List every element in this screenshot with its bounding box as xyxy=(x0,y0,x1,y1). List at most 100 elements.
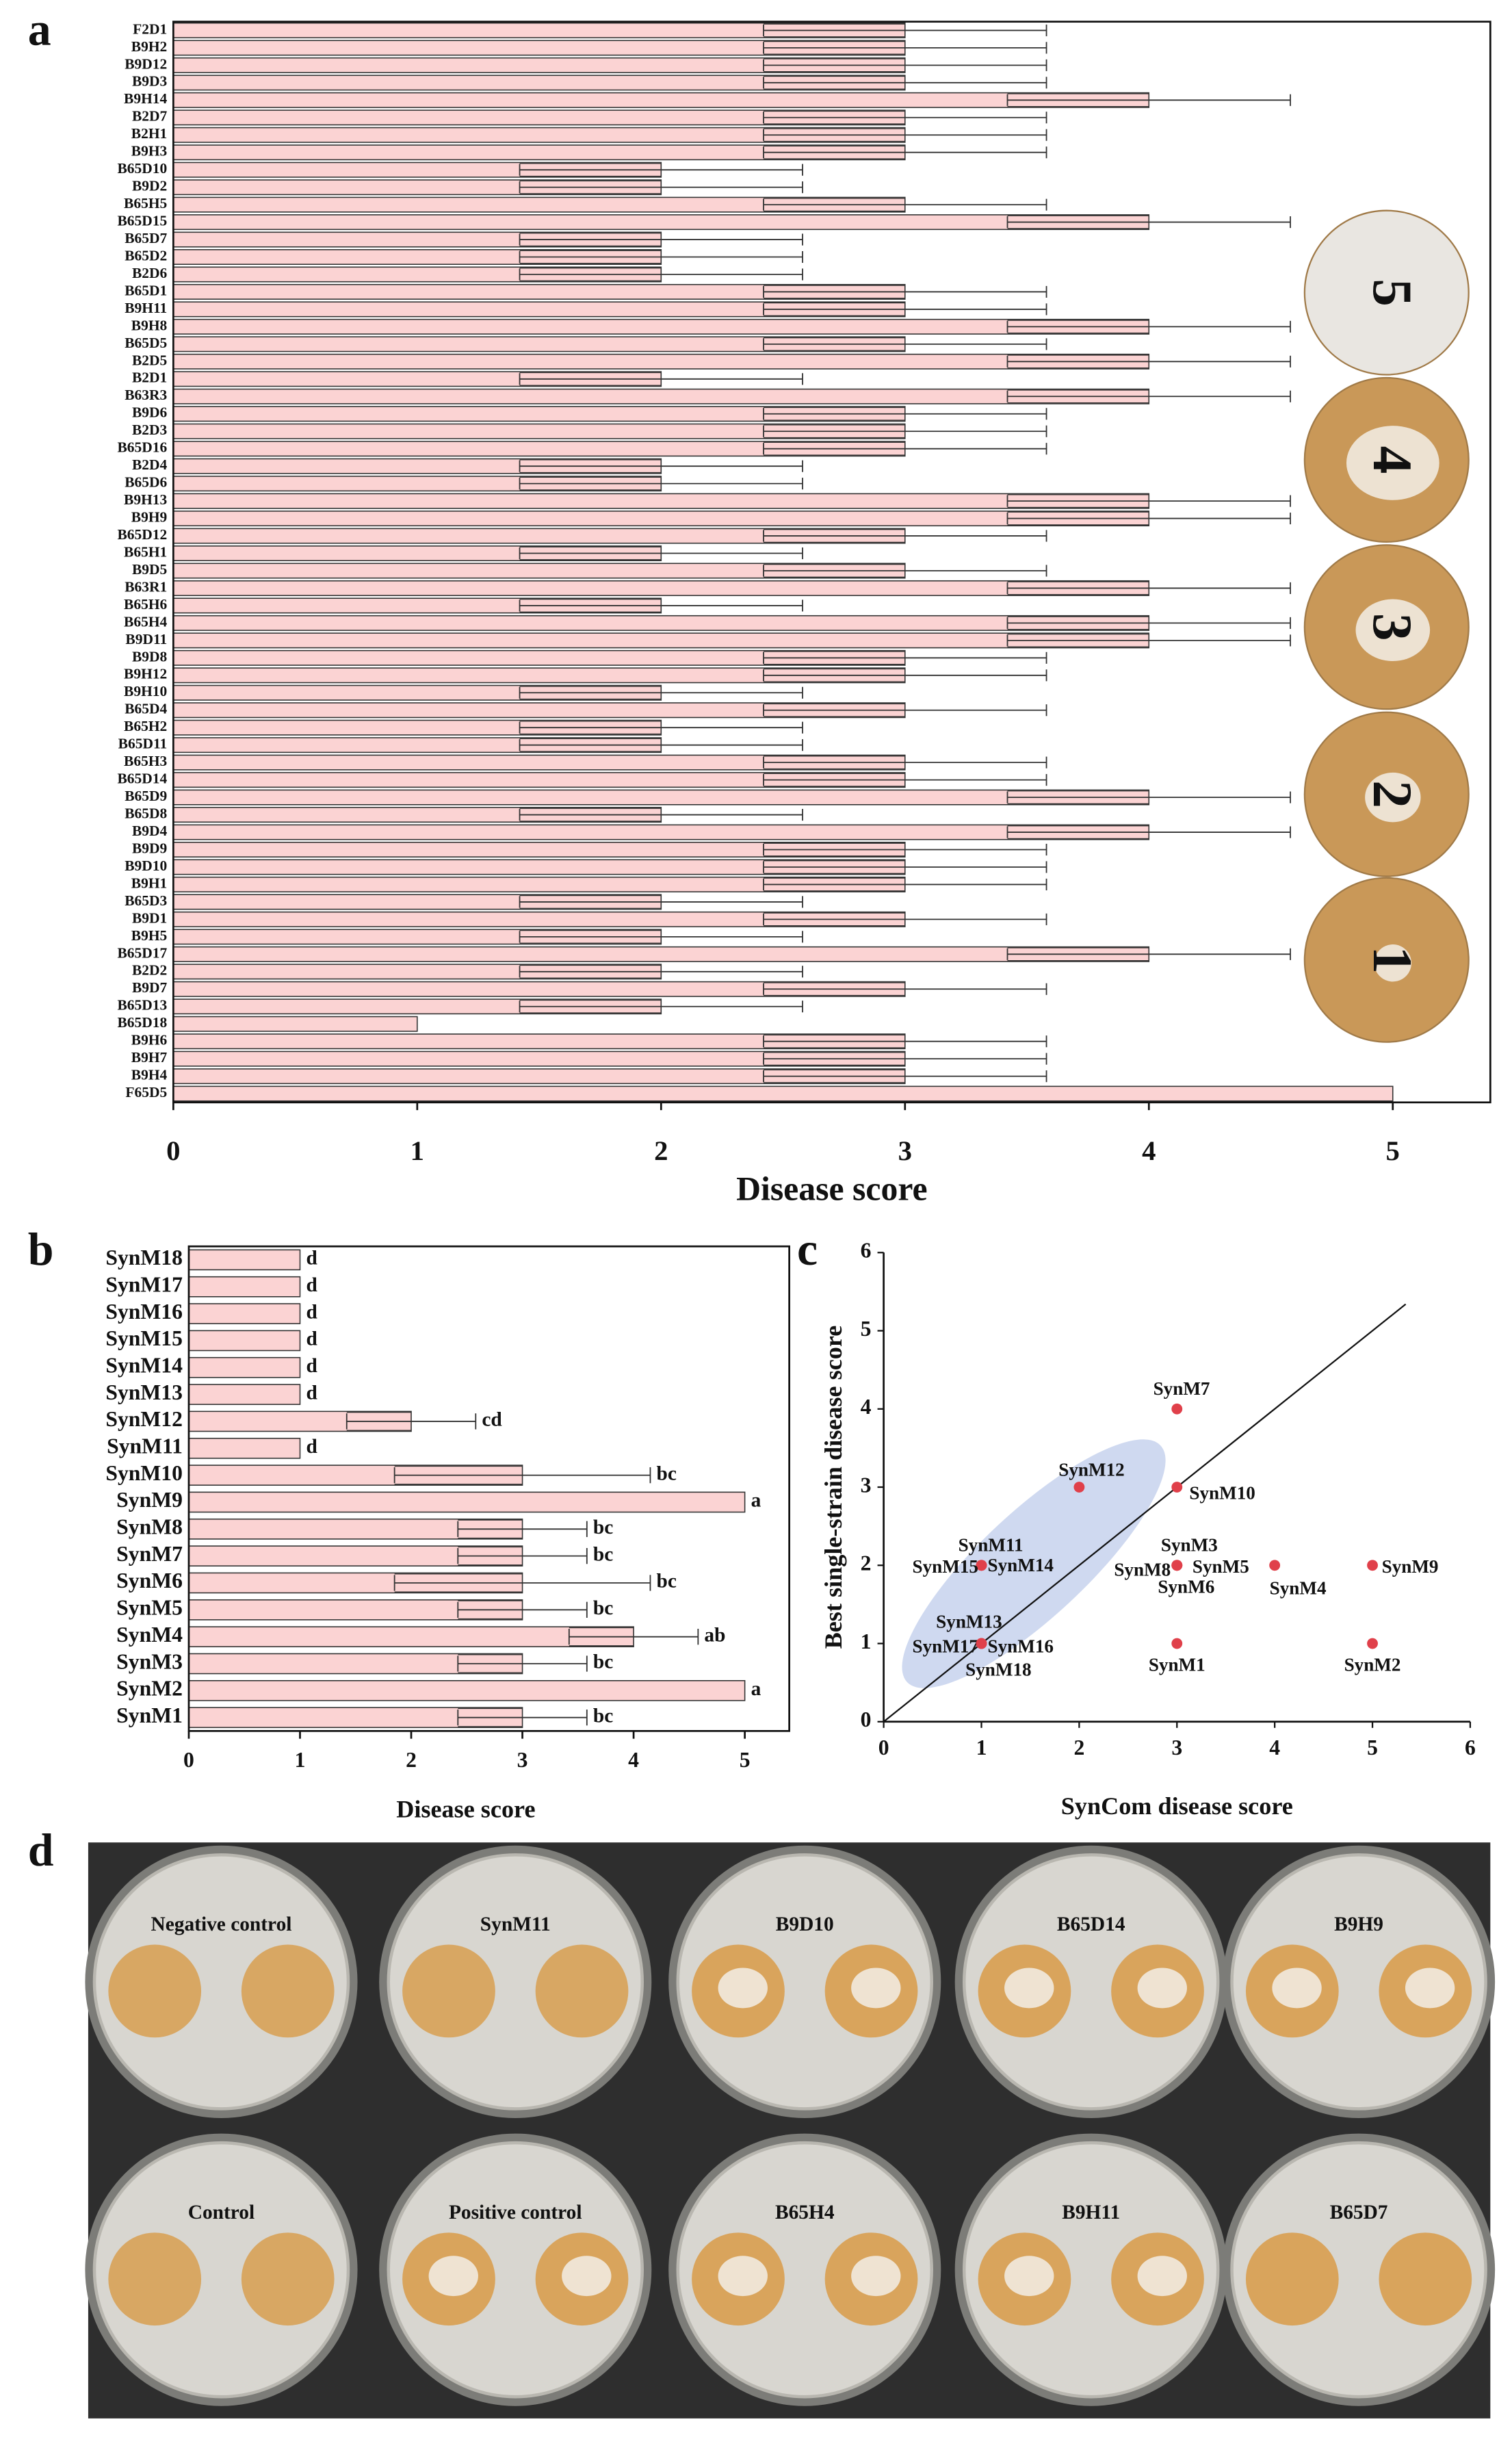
agar-plug xyxy=(241,2232,335,2326)
x-tick-label: 1 xyxy=(295,1748,306,1772)
category-label: B65D7 xyxy=(125,230,167,246)
error-bar xyxy=(519,929,803,944)
error-bar xyxy=(763,58,1047,73)
category-label: B65D17 xyxy=(117,944,167,961)
error-bar xyxy=(393,1465,651,1485)
mycelium xyxy=(718,1968,768,2009)
x-tick-label: 3 xyxy=(898,1135,912,1166)
category-label: B9D12 xyxy=(125,55,167,72)
error-bar xyxy=(763,842,1047,857)
category-label: B9H3 xyxy=(131,143,168,159)
mycelium xyxy=(1346,426,1439,500)
y-tick-label: 6 xyxy=(861,1239,872,1263)
bar xyxy=(188,1330,301,1352)
category-label: B2D7 xyxy=(132,108,168,125)
error-bar xyxy=(763,145,1047,159)
point xyxy=(1171,1482,1183,1493)
category-label: SynM14 xyxy=(105,1354,183,1378)
category-label: B9H14 xyxy=(124,90,168,107)
petri-medium xyxy=(1230,2141,1487,2399)
point-label: SynM5 xyxy=(1192,1556,1249,1577)
x-tick-label: 5 xyxy=(1386,1135,1400,1166)
category-label: B65D8 xyxy=(125,805,167,822)
bar xyxy=(188,1491,746,1513)
error-bar xyxy=(457,1707,588,1727)
point-label: SynM17 xyxy=(913,1636,978,1657)
significance-label: bc xyxy=(593,1597,613,1619)
mycelium xyxy=(562,2256,612,2297)
error-bar xyxy=(519,233,803,247)
bar xyxy=(188,1437,301,1459)
category-label: B65D16 xyxy=(117,439,167,456)
bar xyxy=(172,318,1150,335)
category-label: B2H1 xyxy=(131,125,168,142)
significance-label: bc xyxy=(593,1651,613,1673)
mycelium xyxy=(428,2256,478,2297)
bar xyxy=(172,92,1150,108)
category-label: B9H10 xyxy=(124,683,167,699)
scale-number: 4 xyxy=(1361,446,1424,474)
mycelium xyxy=(718,2256,768,2297)
error-bar xyxy=(763,23,1047,38)
x-tick-label: 4 xyxy=(1269,1736,1280,1759)
point xyxy=(1269,1560,1281,1571)
bar xyxy=(188,1356,301,1378)
category-label: B65D10 xyxy=(117,160,167,177)
bar xyxy=(188,1303,301,1324)
x-axis-label: SynCom disease score xyxy=(1061,1792,1293,1820)
x-tick-label: 2 xyxy=(406,1748,417,1772)
error-bar xyxy=(519,476,803,491)
error-bar xyxy=(763,40,1047,55)
category-label: B65D1 xyxy=(125,282,167,298)
error-bar xyxy=(519,180,803,194)
agar-plug xyxy=(1379,2232,1472,2326)
category-label: SynM16 xyxy=(105,1300,183,1324)
point xyxy=(1171,1403,1183,1415)
error-bar xyxy=(1006,511,1291,526)
panel-letter: c xyxy=(797,1224,818,1275)
category-label: SynM12 xyxy=(105,1407,183,1431)
error-bar xyxy=(1006,947,1291,962)
y-axis-label: Best single-strain disease score xyxy=(820,1326,847,1649)
x-tick-label: 4 xyxy=(628,1748,639,1772)
x-tick-label: 3 xyxy=(1171,1736,1182,1759)
plate-label: B65D14 xyxy=(1057,1913,1125,1935)
point-label: SynM18 xyxy=(965,1659,1031,1679)
category-label: B65D6 xyxy=(125,474,167,491)
x-tick-label: 3 xyxy=(517,1748,528,1772)
error-bar xyxy=(763,703,1047,717)
category-label: B65D5 xyxy=(125,335,167,351)
error-bar xyxy=(1006,354,1291,369)
panel-letter: d xyxy=(28,1824,54,1876)
petri-medium xyxy=(676,1853,934,2111)
plate-label: B65D7 xyxy=(1330,2202,1388,2223)
agar-plug xyxy=(108,1944,202,2038)
mycelium xyxy=(1004,2256,1054,2297)
category-label: B65D13 xyxy=(117,997,167,1014)
point-label: SynM15 xyxy=(913,1556,978,1577)
point-label: SynM6 xyxy=(1158,1576,1214,1597)
bar xyxy=(188,1384,301,1405)
agar-plug xyxy=(108,2232,202,2326)
point xyxy=(1073,1482,1085,1493)
x-tick-label: 2 xyxy=(654,1135,668,1166)
petri-medium xyxy=(92,2141,350,2399)
category-label: SynM17 xyxy=(105,1272,183,1296)
scale-number: 3 xyxy=(1361,613,1424,641)
point-label: SynM10 xyxy=(1189,1483,1255,1504)
error-bar xyxy=(1006,494,1291,508)
error-bar xyxy=(519,459,803,474)
point-label: SynM3 xyxy=(1161,1534,1218,1555)
scale-number: 2 xyxy=(1361,780,1424,808)
category-label: SynM13 xyxy=(105,1380,183,1404)
error-bar xyxy=(519,894,803,909)
category-label: B9H5 xyxy=(131,927,168,944)
reference-line xyxy=(883,1303,1407,1723)
error-bar xyxy=(763,441,1047,456)
error-bar xyxy=(1006,93,1291,107)
error-bar xyxy=(763,285,1047,299)
error-bar xyxy=(519,163,803,177)
error-bar xyxy=(763,424,1047,439)
category-label: B9D7 xyxy=(132,979,168,996)
error-bar xyxy=(763,1069,1047,1083)
